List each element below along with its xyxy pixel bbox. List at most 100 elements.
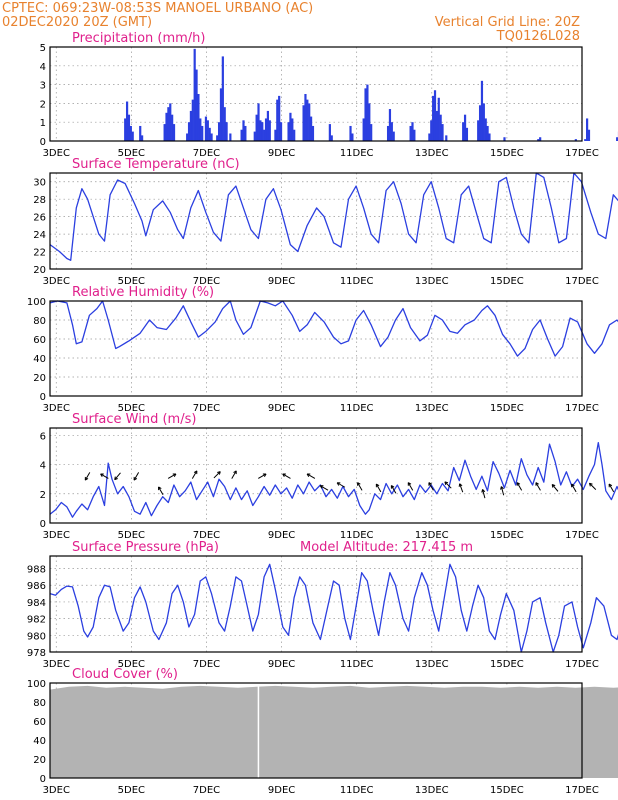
y-tick-label: 40 bbox=[33, 736, 46, 747]
precipitation-bar bbox=[482, 103, 485, 141]
precipitation-bar bbox=[125, 101, 129, 141]
temperature-title: Surface Temperature (nC) bbox=[72, 157, 240, 172]
precipitation-bar bbox=[439, 114, 442, 141]
y-tick-label: 5 bbox=[40, 43, 46, 54]
x-tick-label: 11DEC bbox=[340, 659, 374, 670]
x-tick-label: 9DEC bbox=[268, 659, 295, 670]
x-tick-label: 9DEC bbox=[268, 403, 295, 414]
wind-arrow bbox=[588, 482, 597, 490]
precipitation-bar bbox=[131, 131, 134, 141]
precipitation-bar bbox=[244, 125, 247, 141]
x-tick-label: 15DEC bbox=[490, 403, 524, 414]
precipitation-bar bbox=[304, 94, 307, 141]
precipitation-bar bbox=[210, 133, 213, 141]
wind-arrow bbox=[500, 486, 505, 496]
header-model: TQ0126L028 bbox=[496, 29, 580, 44]
wind-arrow bbox=[375, 483, 382, 493]
precipitation-bar bbox=[261, 122, 264, 141]
precipitation-bar bbox=[306, 99, 309, 141]
precipitation-bar bbox=[240, 129, 243, 141]
precipitation-bar bbox=[330, 135, 333, 141]
precipitation-bar bbox=[586, 118, 589, 141]
y-tick-label: 40 bbox=[33, 354, 46, 365]
precipitation-bar bbox=[445, 135, 448, 141]
wind-arrow bbox=[336, 482, 346, 488]
y-tick-label: 0 bbox=[40, 392, 46, 403]
precipitation-bar bbox=[276, 99, 279, 141]
precipitation-bar bbox=[480, 80, 484, 141]
wind-arrow bbox=[167, 473, 177, 479]
y-tick-label: 4 bbox=[40, 62, 46, 73]
wind-arrow bbox=[458, 483, 464, 493]
x-tick-label: 11DEC bbox=[340, 276, 374, 287]
series-line bbox=[49, 172, 618, 261]
x-tick-label: 3DEC bbox=[43, 785, 70, 796]
precipitation-bar bbox=[364, 88, 367, 141]
wind-frame bbox=[49, 427, 583, 524]
precipitation-bar bbox=[368, 103, 371, 141]
wind-arrow bbox=[158, 486, 164, 495]
x-tick-label: 7DEC bbox=[193, 785, 220, 796]
y-tick-label: 988 bbox=[27, 565, 46, 576]
precipitation-bar bbox=[172, 124, 176, 141]
precipitation-bar bbox=[195, 69, 198, 141]
x-tick-label: 3DEC bbox=[43, 276, 70, 287]
pressure-title: Surface Pressure (hPa) bbox=[72, 540, 219, 555]
wind-arrow bbox=[258, 473, 267, 479]
y-tick-label: 100 bbox=[27, 297, 46, 308]
precipitation-bar bbox=[428, 133, 431, 141]
panel-wind: Surface Wind (m/s) 3DEC 5DEC 7DEC 9DEC 11DEC… bbox=[40, 412, 618, 541]
x-tick-label: 3DEC bbox=[43, 530, 70, 541]
x-tick-label: 17DEC bbox=[565, 785, 599, 796]
y-tick-label: 30 bbox=[33, 178, 46, 189]
x-tick-label: 11DEC bbox=[340, 530, 374, 541]
wind-arrow bbox=[551, 484, 559, 492]
precipitation-bar bbox=[309, 116, 313, 141]
precipitation-bar bbox=[587, 129, 591, 141]
temperature-frame bbox=[49, 172, 583, 270]
precipitation-bar bbox=[430, 120, 433, 141]
y-tick-label: 4 bbox=[40, 461, 46, 472]
y-tick-label: 0 bbox=[40, 774, 46, 785]
header-grid-line: Vertical Grid Line: 20Z bbox=[435, 15, 580, 30]
x-tick-label: 13DEC bbox=[415, 148, 449, 159]
precipitation-bar bbox=[289, 112, 292, 141]
precipitation-bar bbox=[201, 125, 204, 141]
precipitation-bar bbox=[477, 120, 480, 141]
panel-precipitation: Precipitation (mm/h) 3DEC 5DEC 7DEC 9DEC 11D… bbox=[40, 31, 618, 159]
y-tick-label: 6 bbox=[40, 431, 46, 442]
x-tick-label: 5DEC bbox=[118, 659, 145, 670]
header: CPTEC: 069:23W-08:53S MANOEL URBANO (AC)… bbox=[2, 1, 580, 44]
x-tick-label: 13DEC bbox=[415, 785, 449, 796]
precipitation-bar bbox=[127, 114, 131, 141]
precipitation-bar bbox=[328, 124, 331, 141]
y-tick-label: 28 bbox=[33, 195, 46, 206]
precipitation-bar bbox=[437, 97, 440, 141]
x-tick-label: 5DEC bbox=[118, 785, 145, 796]
precipitation-bar bbox=[293, 129, 296, 141]
cloud-cover-area bbox=[50, 685, 618, 778]
x-tick-label: 7DEC bbox=[193, 530, 220, 541]
precipitation-bar bbox=[197, 94, 200, 141]
precipitation-bar bbox=[484, 118, 487, 141]
precipitation-bar bbox=[167, 107, 170, 141]
precipitation-bar bbox=[366, 84, 369, 141]
y-tick-label: 60 bbox=[33, 335, 46, 346]
precipitation-bar bbox=[169, 103, 172, 141]
pressure-model-altitude: Model Altitude: 217.415 m bbox=[300, 540, 473, 555]
precipitation-bar bbox=[229, 133, 232, 141]
precipitation-bar bbox=[279, 122, 283, 141]
x-tick-label: 17DEC bbox=[565, 403, 599, 414]
x-tick-label: 5DEC bbox=[118, 276, 145, 287]
precipitation-bar bbox=[193, 48, 196, 141]
wind-arrow bbox=[191, 470, 198, 479]
precipitation-bar bbox=[141, 135, 144, 141]
y-tick-label: 22 bbox=[33, 248, 46, 259]
y-tick-label: 986 bbox=[27, 581, 46, 592]
precipitation-bar bbox=[263, 129, 266, 141]
wind-arrow bbox=[444, 481, 452, 489]
x-tick-label: 13DEC bbox=[415, 659, 449, 670]
precipitation-bar bbox=[409, 125, 412, 141]
precipitation-bar bbox=[186, 133, 189, 141]
precipitation-bar bbox=[478, 105, 482, 141]
